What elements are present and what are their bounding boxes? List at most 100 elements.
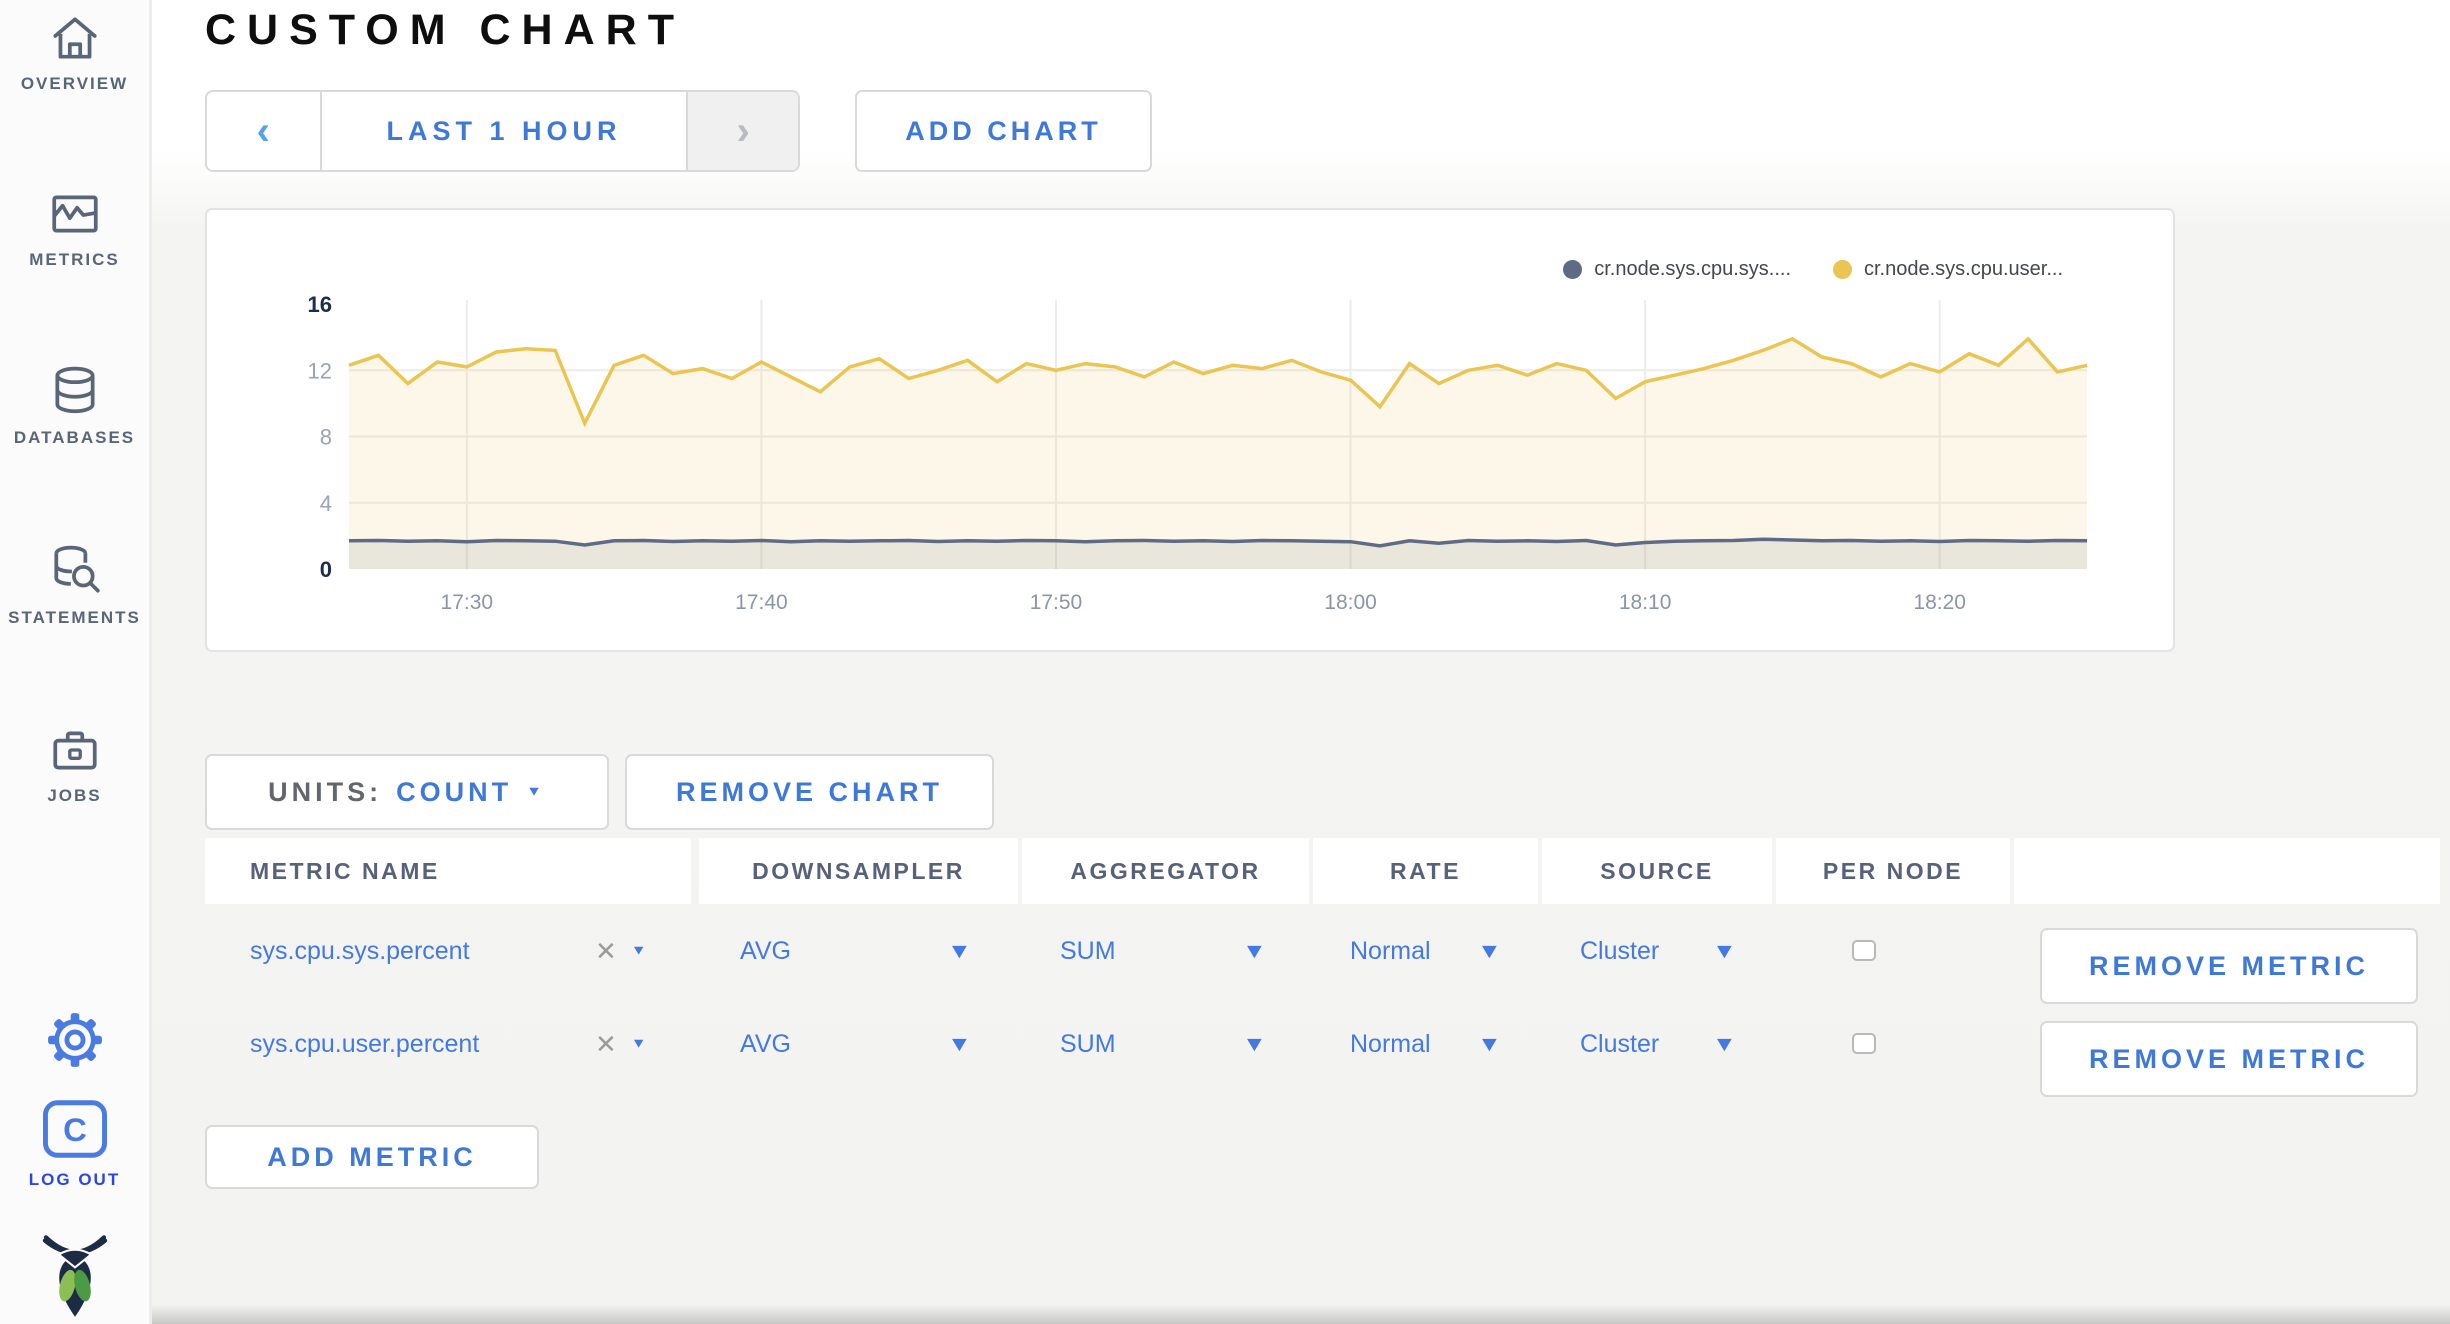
downsampler-dropdown[interactable]: AVG	[740, 936, 791, 965]
sidebar-item-jobs[interactable]: JOBS	[0, 724, 149, 806]
logout-c-icon: C	[42, 1100, 107, 1158]
sidebar-item-label: DATABASES	[13, 428, 136, 447]
chevron-down-icon[interactable]: ▼	[1477, 1031, 1502, 1056]
legend-dot-sys	[1563, 260, 1583, 279]
downsampler-dropdown[interactable]: AVG	[740, 1029, 791, 1058]
time-range-selector: ‹ LAST 1 HOUR ›	[205, 90, 800, 172]
metric-name-value[interactable]: sys.cpu.user.percent	[250, 1029, 480, 1058]
legend-item-user[interactable]: cr.node.sys.cpu.user...	[1833, 258, 2063, 281]
units-dropdown[interactable]: UNITS: COUNT ▼	[205, 754, 609, 830]
units-label: UNITS:	[268, 776, 383, 807]
time-range-label-button[interactable]: LAST 1 HOUR	[386, 115, 622, 146]
y-tick-label: 0	[320, 557, 332, 582]
sidebar-item-label: JOBS	[47, 786, 102, 805]
column-header-downsampler: DOWNSAMPLER	[699, 838, 1018, 904]
x-tick-label: 18:20	[1913, 591, 1966, 614]
time-range-next-button[interactable]: ›	[686, 92, 798, 170]
aggregator-dropdown[interactable]: SUM	[1060, 1029, 1116, 1058]
chevron-down-icon: ▼	[526, 784, 546, 799]
sidebar-item-overview[interactable]: OVERVIEW	[0, 12, 149, 94]
remove-metric-button[interactable]: REMOVE METRIC	[2040, 928, 2418, 1004]
chevron-down-icon[interactable]: ▼	[1712, 938, 1737, 963]
units-value: COUNT	[396, 776, 513, 807]
metric-select-dropdown[interactable]: ✕ ▼	[595, 904, 647, 998]
chevron-down-icon[interactable]: ▼	[947, 1031, 972, 1056]
jobs-icon	[52, 731, 97, 770]
add-metric-button[interactable]: ADD METRIC	[205, 1125, 539, 1189]
y-tick-label: 8	[320, 425, 332, 450]
metric-select-dropdown[interactable]: ✕ ▼	[595, 997, 647, 1091]
sidebar: OVERVIEW METRICS DATABASES	[0, 0, 152, 1324]
sidebar-item-label: METRICS	[29, 250, 120, 269]
sidebar-item-databases[interactable]: DATABASES	[0, 364, 149, 448]
chevron-down-icon[interactable]: ▼	[947, 938, 972, 963]
x-tick-label: 18:00	[1324, 591, 1377, 614]
legend-dot-user	[1833, 260, 1852, 279]
rate-dropdown[interactable]: Normal	[1350, 936, 1431, 965]
rate-dropdown[interactable]: Normal	[1350, 1029, 1431, 1058]
sidebar-item-label: OVERVIEW	[20, 74, 129, 93]
y-tick-label: 16	[308, 292, 332, 317]
chevron-right-icon: ›	[736, 108, 750, 153]
column-header-per-node: PER NODE	[1776, 838, 2010, 904]
x-tick-label: 17:30	[441, 591, 494, 614]
legend-item-sys[interactable]: cr.node.sys.cpu.sys....	[1563, 258, 1791, 281]
source-dropdown[interactable]: Cluster	[1580, 1029, 1660, 1058]
y-tick-label: 12	[308, 358, 332, 383]
table-row: sys.cpu.sys.percent ✕ ▼ AVG ▼ SUM ▼ Norm…	[152, 904, 2450, 1004]
chart-legend: cr.node.sys.cpu.sys.... cr.node.sys.cpu.…	[1563, 258, 2063, 281]
databases-icon	[54, 366, 95, 414]
series-user-area	[349, 338, 2087, 569]
bottom-shadow	[152, 1304, 2450, 1324]
chevron-down-icon: ▼	[630, 943, 647, 958]
column-header-metric-name: METRIC NAME	[205, 838, 691, 904]
sidebar-settings[interactable]	[0, 1012, 149, 1068]
line-chart: 0 4 8 12 16 17:30 17:40 17:50 18:00 18:10 18:20	[308, 292, 2088, 614]
x-tick-label: 18:10	[1619, 591, 1672, 614]
column-header-actions	[2014, 838, 2440, 904]
metrics-icon	[51, 195, 98, 233]
time-range-prev-button[interactable]: ‹	[207, 92, 322, 170]
aggregator-dropdown[interactable]: SUM	[1060, 936, 1116, 965]
table-row: sys.cpu.user.percent ✕ ▼ AVG ▼ SUM ▼ Nor…	[152, 997, 2450, 1097]
clear-metric-icon[interactable]: ✕	[595, 1028, 617, 1059]
sidebar-logo	[0, 1232, 149, 1320]
series-sys-line	[348, 537, 2088, 548]
sidebar-item-metrics[interactable]: METRICS	[0, 188, 149, 270]
add-chart-button[interactable]: ADD CHART	[855, 90, 1152, 172]
remove-chart-button[interactable]: REMOVE CHART	[625, 754, 994, 830]
chevron-down-icon[interactable]: ▼	[1242, 1031, 1267, 1056]
sidebar-logout[interactable]: C LOG OUT	[0, 1098, 149, 1190]
chart-card: 0 4 8 12 16 17:30 17:40 17:50 18:00 18:10 18:20 cr…	[205, 208, 2175, 652]
clear-metric-icon[interactable]: ✕	[595, 935, 617, 966]
chevron-down-icon[interactable]: ▼	[1712, 1031, 1737, 1056]
home-icon	[52, 17, 97, 59]
x-tick-label: 17:40	[735, 591, 788, 614]
sidebar-item-label: STATEMENTS	[8, 608, 141, 627]
sidebar-item-statements[interactable]: STATEMENTS	[0, 544, 149, 628]
gear-icon	[47, 1013, 102, 1067]
statements-icon	[53, 545, 100, 593]
column-header-rate: RATE	[1313, 838, 1538, 904]
y-tick-label: 4	[320, 491, 332, 516]
per-node-checkbox[interactable]	[1852, 1033, 1876, 1054]
x-tick-label: 17:50	[1030, 591, 1083, 614]
remove-metric-button[interactable]: REMOVE METRIC	[2040, 1021, 2418, 1097]
chevron-down-icon[interactable]: ▼	[1477, 938, 1502, 963]
main-content: CUSTOM CHART ‹ LAST 1 HOUR › ADD CHART 0…	[152, 0, 2450, 1324]
source-dropdown[interactable]: Cluster	[1580, 936, 1660, 965]
series-user-line	[348, 336, 2088, 428]
chevron-down-icon: ▼	[630, 1036, 647, 1051]
per-node-checkbox[interactable]	[1852, 940, 1876, 961]
column-header-aggregator: AGGREGATOR	[1022, 838, 1309, 904]
svg-text:C: C	[63, 1111, 87, 1148]
series-sys-area	[349, 539, 2087, 569]
metric-name-value[interactable]: sys.cpu.sys.percent	[250, 936, 470, 965]
column-header-source: SOURCE	[1542, 838, 1772, 904]
cockroach-bug-icon	[42, 1235, 107, 1317]
logout-label: LOG OUT	[28, 1170, 121, 1189]
page-title: CUSTOM CHART	[205, 6, 685, 54]
chevron-left-icon: ‹	[256, 108, 270, 153]
chevron-down-icon[interactable]: ▼	[1242, 938, 1267, 963]
